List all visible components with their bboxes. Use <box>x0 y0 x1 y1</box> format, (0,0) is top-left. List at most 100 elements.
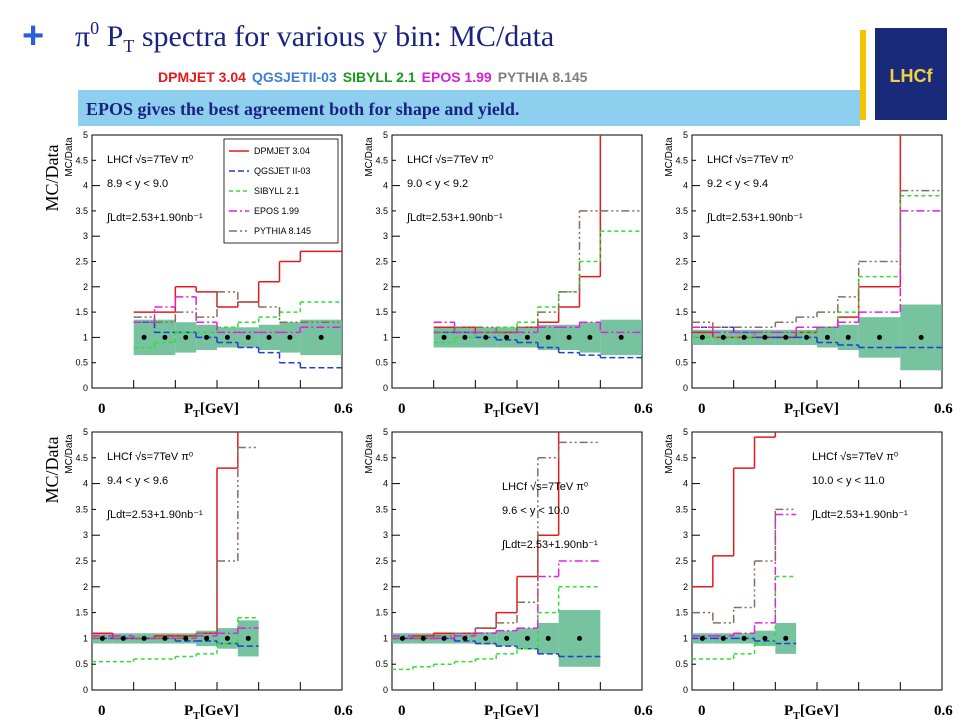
data-point <box>783 635 789 641</box>
banner <box>78 90 860 126</box>
y-tick-label: 1.5 <box>75 307 88 317</box>
y-axis-title: MC/Data <box>664 137 675 177</box>
y-axis-title: MC/Data <box>64 434 75 474</box>
data-point <box>162 334 168 340</box>
y-tick-label: 4.5 <box>375 155 388 165</box>
y-tick-label: 4 <box>383 181 388 191</box>
y-tick-label: 0.5 <box>375 659 388 669</box>
data-point <box>504 635 510 641</box>
y-tick-label: 3.5 <box>675 504 688 514</box>
plot-content <box>692 432 797 660</box>
y-tick-label: 0 <box>83 383 88 393</box>
y-tick-label: 5 <box>83 130 88 140</box>
luminosity: ∫Ldt=2.53+1.90nb⁻¹ <box>811 509 908 521</box>
y-tick-label: 0.5 <box>75 358 88 368</box>
y-tick-label: 2 <box>683 582 688 592</box>
experiment-label: LHCf √s=7TeV π⁰ <box>107 154 194 166</box>
y-tick-label: 4 <box>83 479 88 489</box>
legend-label: PYTHIA 8.145 <box>254 226 311 236</box>
experiment-label: LHCf √s=7TeV π⁰ <box>107 451 194 463</box>
y-tick-label: 1.5 <box>75 608 88 618</box>
data-point <box>699 635 705 641</box>
y-axis-title: MC/Data <box>664 434 675 474</box>
y-tick-label: 3.5 <box>675 206 688 216</box>
y-tick-label: 3.5 <box>75 504 88 514</box>
y-tick-label: 1.5 <box>675 608 688 618</box>
luminosity: ∫Ldt=2.53+1.90nb⁻¹ <box>106 212 203 224</box>
y-tick-label: 2.5 <box>675 257 688 267</box>
data-point <box>483 334 489 340</box>
x-axis-title: PT[GeV] <box>784 401 839 420</box>
x-axis-title-part: P <box>784 401 793 417</box>
y-axis-title: MC/Data <box>64 137 75 177</box>
data-point <box>577 635 582 641</box>
y-tick-label: 1 <box>83 332 88 342</box>
plot-content <box>692 135 942 371</box>
data-point <box>141 334 147 340</box>
y-tick-label: 1 <box>83 633 88 643</box>
data-point <box>762 635 768 641</box>
y-tick-label: 2.5 <box>75 257 88 267</box>
data-point <box>183 334 189 340</box>
y-tick-label: 0.5 <box>675 659 688 669</box>
data-point <box>420 635 426 641</box>
y-tick-label: 2.5 <box>75 556 88 566</box>
data-point <box>441 334 447 340</box>
x-axis-title-part: [GeV] <box>500 703 539 719</box>
y-tick-label: 4.5 <box>675 155 688 165</box>
subtitle-model: DPMJET 3.04 <box>158 69 246 85</box>
x-axis-title-part: P <box>784 703 793 719</box>
x-min-label: 0 <box>98 401 106 417</box>
legend-label: SIBYLL 2.1 <box>254 186 299 196</box>
data-point <box>545 635 551 641</box>
plot-content <box>433 135 642 359</box>
plot-panel: 0 0.5 1 1.5 2 2.5 3 3.5 4 4.5 5 MC/Data LHCf √s=7TeV… <box>364 130 653 420</box>
x-axis-title-part: [GeV] <box>200 703 239 719</box>
y-tick-label: 4.5 <box>75 155 88 165</box>
y-tick-label: 0 <box>383 383 388 393</box>
plot-content <box>92 432 259 663</box>
y-tick-label: 1.5 <box>375 608 388 618</box>
data-point <box>120 635 126 641</box>
y-axis-title: MC/Data <box>364 137 375 177</box>
experiment-label: LHCf √s=7TeV π⁰ <box>707 154 794 166</box>
x-axis-title-part: [GeV] <box>800 401 839 417</box>
data-point <box>587 334 593 340</box>
y-tick-label: 0.5 <box>75 659 88 669</box>
x-max-label: 0.6 <box>934 703 953 719</box>
title-part: spectra for various y bin: MC/data <box>134 20 554 53</box>
y-tick-label: 4.5 <box>75 453 88 463</box>
experiment-label: LHCf √s=7TeV π⁰ <box>502 481 589 493</box>
x-axis-title-part: T <box>193 711 200 720</box>
title-part: T <box>123 36 134 56</box>
data-point <box>824 334 830 340</box>
banner-text: EPOS gives the best agreement both for s… <box>86 99 519 119</box>
data-point <box>183 635 189 641</box>
y-tick-label: 2 <box>683 282 688 292</box>
data-point <box>245 635 251 641</box>
x-axis-title-part: T <box>493 409 500 420</box>
experiment-label: LHCf √s=7TeV π⁰ <box>407 154 494 166</box>
slide-title: π0 PT spectra for various y bin: MC/data <box>75 18 554 56</box>
plot-panel: 0 0.5 1 1.5 2 2.5 3 3.5 4 4.5 5 MC/Data LHCf √s=7TeV… <box>64 427 353 720</box>
data-point <box>741 334 747 340</box>
x-max-label: 0.6 <box>334 703 353 719</box>
x-max-label: 0.6 <box>334 401 353 417</box>
y-tick-label: 4 <box>383 479 388 489</box>
data-point <box>441 635 447 641</box>
data-point <box>141 635 147 641</box>
data-point <box>783 334 789 340</box>
y-tick-label: 3.5 <box>375 504 388 514</box>
data-point <box>720 334 726 340</box>
y-axis-title: MC/Data <box>364 434 375 474</box>
y-tick-label: 4 <box>83 181 88 191</box>
data-point <box>545 334 551 340</box>
subtitle-model: EPOS 1.99 <box>422 69 492 85</box>
data-point <box>204 334 210 340</box>
plots: 0 0.5 1 1.5 2 2.5 3 3.5 4 4.5 5 MC/Data LHCf √s=7TeV… <box>64 130 953 720</box>
legend-label: QGSJET II-03 <box>254 166 310 176</box>
x-min-label: 0 <box>398 703 406 719</box>
y-tick-label: 2.5 <box>675 556 688 566</box>
